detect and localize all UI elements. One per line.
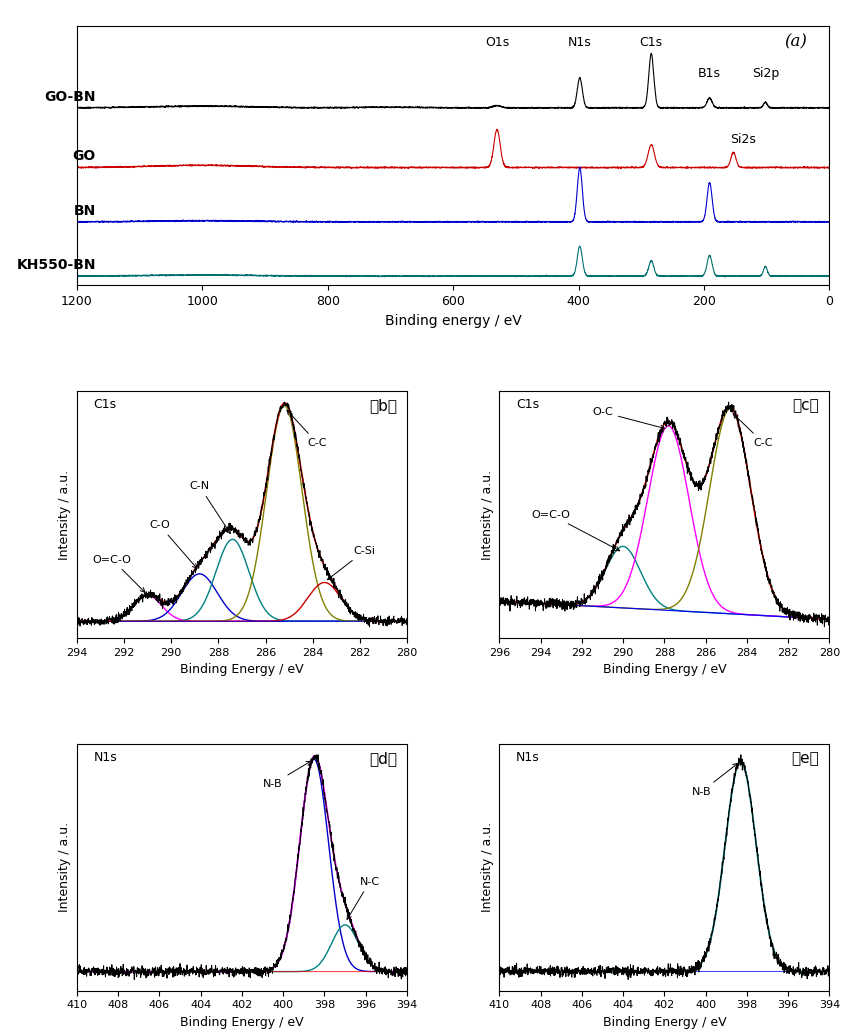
Text: GO: GO [73,150,96,163]
X-axis label: Binding Energy / eV: Binding Energy / eV [603,664,726,676]
Text: KH550-BN: KH550-BN [16,258,96,272]
X-axis label: Binding Energy / eV: Binding Energy / eV [603,1015,726,1029]
Text: （d）: （d） [369,751,397,766]
Text: N-B: N-B [263,762,311,788]
Text: （c）: （c） [793,398,819,413]
Y-axis label: Intensity / a.u.: Intensity / a.u. [481,470,494,559]
Text: (a): (a) [784,34,807,51]
Text: O1s: O1s [485,36,510,50]
Y-axis label: Intensity / a.u.: Intensity / a.u. [58,470,72,559]
Text: B1s: B1s [698,67,721,80]
Text: N1s: N1s [568,36,592,50]
Text: C1s: C1s [93,398,116,412]
Text: N-C: N-C [347,876,380,920]
Y-axis label: Intensity / a.u.: Intensity / a.u. [481,823,494,912]
Text: GO-BN: GO-BN [44,90,96,104]
X-axis label: Binding energy / eV: Binding energy / eV [385,314,522,327]
Text: C1s: C1s [516,398,539,412]
Text: O-C: O-C [593,407,664,429]
Y-axis label: Intensity / a.u.: Intensity / a.u. [58,823,72,912]
Text: （b）: （b） [369,398,397,413]
Text: Si2p: Si2p [752,67,779,80]
Text: N-B: N-B [692,764,738,797]
X-axis label: Binding Energy / eV: Binding Energy / eV [180,664,304,676]
Text: O=C-O: O=C-O [532,510,620,551]
Text: O=C-O: O=C-O [93,554,145,592]
Text: C-Si: C-Si [327,546,375,580]
Text: C-N: C-N [190,481,230,534]
Text: BN: BN [74,203,96,218]
X-axis label: Binding Energy / eV: Binding Energy / eV [180,1015,304,1029]
Text: N1s: N1s [93,751,117,764]
Text: C1s: C1s [640,36,663,50]
Text: C-O: C-O [149,520,197,569]
Text: C-C: C-C [733,414,773,448]
Text: （e）: （e） [792,751,819,766]
Text: C-C: C-C [287,411,327,448]
Text: N1s: N1s [516,751,540,764]
Text: Si2s: Si2s [730,133,756,146]
